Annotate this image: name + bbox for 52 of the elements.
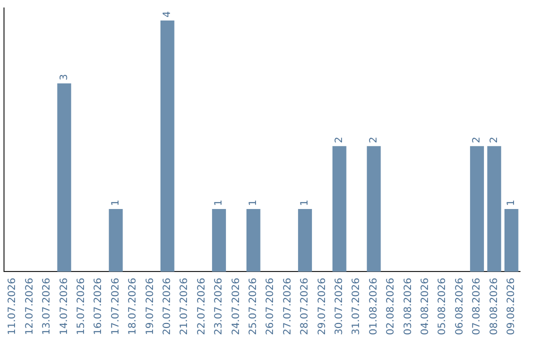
bar [504, 208, 518, 272]
data-label: 2 [488, 136, 500, 144]
x-tick-label: 23.07.2026 [214, 278, 225, 336]
x-tick-label: 22.07.2026 [196, 278, 208, 336]
data-label: 1 [214, 200, 225, 206]
data-label: 1 [248, 200, 259, 206]
x-tick-label: 13.07.2026 [42, 278, 53, 336]
x-tick-label: 30.07.2026 [334, 278, 345, 336]
data-label: 2 [334, 136, 345, 144]
x-tick-label: 12.07.2026 [24, 278, 36, 336]
x-tick-label: 18.07.2026 [128, 278, 139, 336]
bar [298, 208, 312, 272]
data-label: 2 [368, 136, 380, 144]
x-tick-label: 01.08.2026 [368, 278, 380, 336]
bar [212, 208, 226, 272]
bar [470, 146, 484, 272]
bar [57, 83, 72, 272]
data-label: 4 [162, 11, 173, 18]
bar [246, 208, 260, 272]
x-tick-label: 19.07.2026 [144, 278, 156, 336]
x-tick-label: 08.08.2026 [488, 278, 500, 336]
x-tick-label: 25.07.2026 [248, 278, 259, 336]
x-tick-label: 16.07.2026 [93, 278, 104, 336]
data-label: 2 [472, 136, 483, 144]
data-label: 3 [58, 74, 70, 80]
bar [108, 208, 123, 272]
x-tick-label: 03.08.2026 [402, 278, 414, 336]
x-tick-label: 31.07.2026 [351, 278, 362, 336]
x-tick-label: 07.08.2026 [472, 278, 483, 336]
x-tick-label: 21.07.2026 [179, 278, 190, 336]
x-tick-label: 02.08.2026 [386, 278, 397, 336]
x-tick-label: 06.08.2026 [454, 278, 466, 336]
bar [160, 20, 174, 272]
x-tick-label: 27.07.2026 [282, 278, 294, 336]
x-tick-label: 28.07.2026 [300, 278, 311, 336]
x-tick-label: 26.07.2026 [265, 278, 276, 336]
data-label: 1 [506, 200, 517, 206]
data-label: 1 [300, 200, 311, 206]
bar [366, 146, 381, 272]
x-tick-label: 24.07.2026 [230, 278, 242, 336]
x-tick-label: 14.07.2026 [58, 278, 70, 336]
x-tick-label: 17.07.2026 [110, 278, 122, 336]
x-tick-label: 05.08.2026 [437, 278, 448, 336]
data-label: 1 [110, 200, 122, 206]
x-tick-label: 15.07.2026 [76, 278, 87, 336]
x-tick-label: 29.07.2026 [316, 278, 328, 336]
bar [332, 146, 346, 272]
bar [487, 146, 502, 272]
x-tick-label: 09.08.2026 [506, 278, 517, 336]
x-tick-label: 04.08.2026 [420, 278, 431, 336]
x-tick-label: 11.07.2026 [7, 278, 18, 336]
x-tick-label: 20.07.2026 [162, 278, 173, 336]
